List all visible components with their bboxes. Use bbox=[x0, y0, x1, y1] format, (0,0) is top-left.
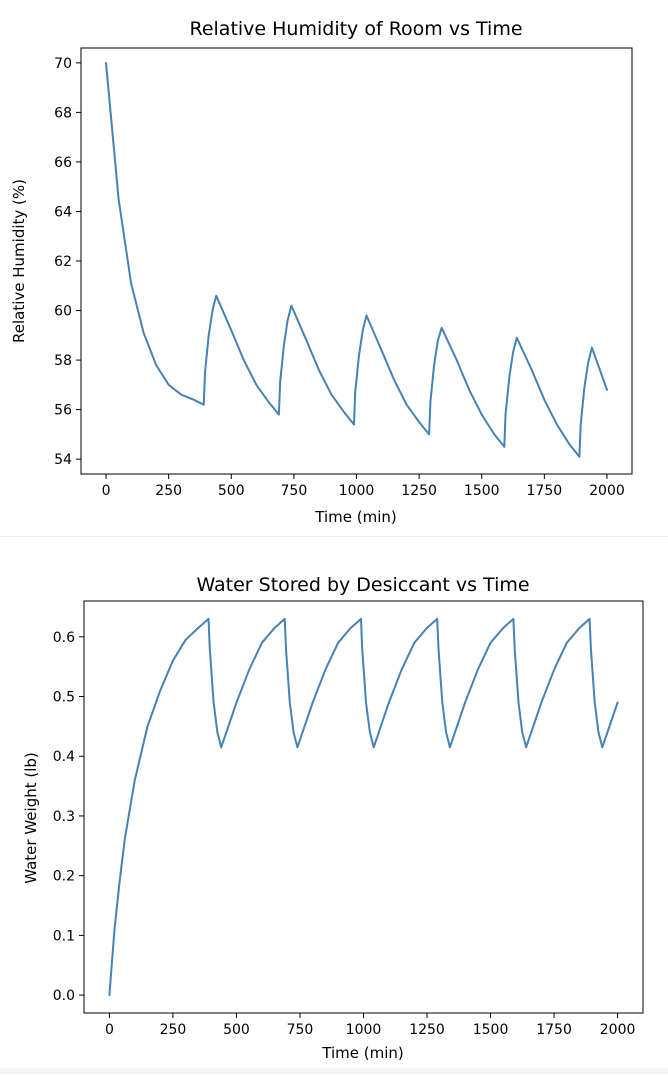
x-tick-label: 1500 bbox=[473, 1022, 509, 1038]
x-tick-label: 1250 bbox=[409, 1022, 445, 1038]
water-chart: Water Stored by Desiccant vs Time Time (… bbox=[0, 537, 668, 1074]
y-tick-label: 0.6 bbox=[53, 630, 75, 646]
x-tick-label: 0 bbox=[102, 483, 111, 499]
y-tick-label: 58 bbox=[54, 353, 72, 369]
water-chart-svg: Water Stored by Desiccant vs Time Time (… bbox=[22, 574, 644, 1062]
y-axis-label: Relative Humidity (%) bbox=[10, 179, 28, 343]
series-line bbox=[108, 617, 619, 997]
x-tick-label: 0 bbox=[105, 1022, 114, 1038]
x-tick-label: 1000 bbox=[339, 483, 375, 499]
x-tick-label: 750 bbox=[287, 1022, 314, 1038]
x-tick-label: 1750 bbox=[536, 1022, 572, 1038]
y-axis-label: Water Weight (lb) bbox=[22, 752, 40, 884]
x-tick-label: 2000 bbox=[589, 483, 625, 499]
series-line bbox=[105, 61, 608, 458]
y-tick-label: 64 bbox=[54, 204, 72, 220]
y-tick-label: 0.4 bbox=[53, 749, 75, 765]
x-tick-label: 1250 bbox=[401, 483, 437, 499]
bottom-strip bbox=[0, 1068, 668, 1074]
x-tick-label: 750 bbox=[281, 483, 308, 499]
x-tick-label: 500 bbox=[223, 1022, 250, 1038]
y-tick-label: 56 bbox=[54, 403, 72, 419]
y-tick-label: 60 bbox=[54, 304, 72, 320]
humidity-chart-svg: Relative Humidity of Room vs Time Time (… bbox=[10, 18, 633, 526]
y-tick-label: 62 bbox=[54, 254, 72, 270]
y-tick-label: 0.0 bbox=[53, 988, 75, 1004]
y-tick-label: 70 bbox=[54, 56, 72, 72]
x-axis-label: Time (min) bbox=[314, 508, 396, 526]
x-tick-label: 1000 bbox=[346, 1022, 382, 1038]
y-tick-label: 0.3 bbox=[53, 809, 75, 825]
y-tick-label: 0.2 bbox=[53, 869, 75, 885]
y-tick-label: 54 bbox=[54, 452, 72, 468]
x-tick-label: 250 bbox=[160, 1022, 187, 1038]
x-axis-label: Time (min) bbox=[321, 1044, 403, 1062]
y-tick-label: 0.5 bbox=[53, 690, 75, 706]
humidity-chart: Relative Humidity of Room vs Time Time (… bbox=[0, 0, 668, 537]
x-tick-label: 500 bbox=[218, 483, 245, 499]
x-tick-label: 1750 bbox=[527, 483, 563, 499]
y-tick-label: 66 bbox=[54, 155, 72, 171]
x-tick-label: 250 bbox=[155, 483, 182, 499]
y-tick-label: 68 bbox=[54, 105, 72, 121]
x-tick-label: 2000 bbox=[600, 1022, 636, 1038]
y-tick-label: 0.1 bbox=[53, 928, 75, 944]
x-tick-label: 1500 bbox=[464, 483, 500, 499]
chart-title: Relative Humidity of Room vs Time bbox=[189, 18, 522, 40]
chart-title: Water Stored by Desiccant vs Time bbox=[196, 574, 529, 596]
chart-separator bbox=[0, 536, 668, 537]
